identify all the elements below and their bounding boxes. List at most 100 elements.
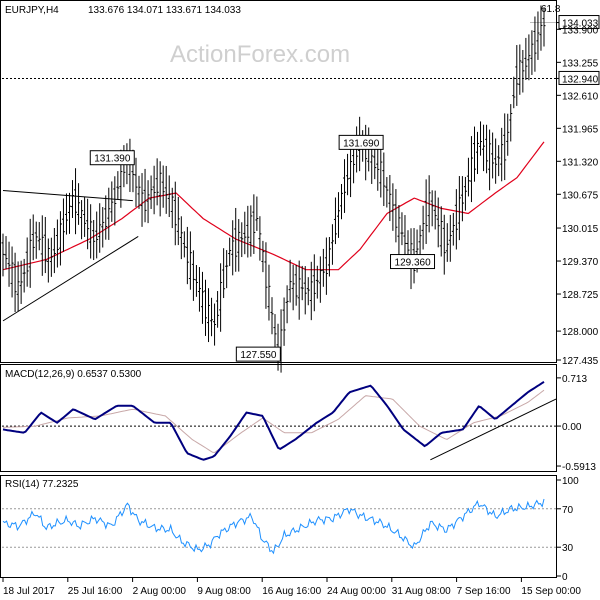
price-bar <box>267 264 271 321</box>
price-bar <box>300 265 304 301</box>
price-y-label: 127.435 <box>562 356 599 367</box>
price-bar <box>424 179 428 244</box>
price-trendline <box>2 189 133 202</box>
price-bar <box>530 30 534 75</box>
annotation-box <box>89 150 135 166</box>
price-bar <box>252 194 256 254</box>
annotation-box <box>235 346 281 362</box>
price-bar <box>107 187 111 240</box>
price-bar <box>439 206 443 257</box>
x-tick-label: 16 Aug 16:00 <box>262 586 321 597</box>
price-bar <box>58 211 62 266</box>
price-y-label-box <box>558 70 600 85</box>
price-bar <box>306 277 310 306</box>
price-bar <box>436 197 440 248</box>
price-bar <box>448 214 452 262</box>
price-bar <box>258 216 262 261</box>
rsi-series-line <box>2 498 545 555</box>
price-bar <box>137 175 141 209</box>
price-bar <box>539 5 543 51</box>
price-y-label: 134.033 <box>562 19 599 30</box>
price-bar <box>340 184 344 220</box>
price-bar <box>373 145 377 180</box>
price-bar <box>49 237 53 277</box>
price-bar <box>445 223 449 262</box>
macd-y-label: -0.5913 <box>562 462 596 473</box>
watermark: ActionForex.com <box>170 41 350 68</box>
price-bar <box>98 203 102 253</box>
price-bar <box>37 222 41 251</box>
price-bar <box>231 220 235 276</box>
price-bar <box>191 250 195 301</box>
price-bar <box>460 176 464 222</box>
price-bar <box>185 226 189 285</box>
annotation-label: 129.360 <box>395 258 432 269</box>
price-bar <box>454 189 458 250</box>
price-bar <box>207 288 211 343</box>
price-bar <box>213 303 217 346</box>
price-bar <box>494 138 498 184</box>
price-panel-frame <box>0 0 557 363</box>
rsi-y-label: 0 <box>562 572 568 583</box>
price-bar <box>86 198 90 250</box>
price-bar <box>457 176 461 241</box>
price-annotations: 131.390 131.690 129.360 127.550 <box>89 134 436 362</box>
price-bar <box>152 165 156 215</box>
macd-series-signal <box>2 389 545 453</box>
price-bar <box>64 193 68 235</box>
price-bar <box>55 219 59 268</box>
top-marker-label: 61.8 <box>541 4 561 15</box>
price-bar <box>294 264 298 306</box>
price-bar <box>52 228 56 274</box>
annotation-label: 131.690 <box>343 138 380 149</box>
price-bar <box>485 124 489 174</box>
price-bar <box>243 211 247 255</box>
price-bar <box>246 205 250 258</box>
price-bar <box>388 175 392 222</box>
rsi-y-label: 30 <box>562 543 574 554</box>
price-y-label: 131.965 <box>562 124 599 135</box>
price-bar <box>225 250 229 289</box>
price-bar <box>104 195 108 240</box>
price-bars <box>1 5 546 373</box>
price-bar <box>427 175 431 233</box>
x-axis: 18 Jul 2017 25 Jul 16:00 2 Aug 00:00 9 Aug … <box>2 578 581 597</box>
price-bar <box>391 183 395 231</box>
price-bar <box>113 176 117 226</box>
price-y-label: 132.940 <box>562 74 599 85</box>
price-bar <box>309 261 313 321</box>
price-bar <box>182 231 186 258</box>
x-tick-label: 2 Aug 00:00 <box>133 586 187 597</box>
price-bar <box>188 231 192 290</box>
price-y-label: 133.900 <box>562 25 599 36</box>
price-bar <box>146 180 150 224</box>
price-y-label: 130.015 <box>562 224 599 235</box>
price-bar <box>291 264 295 311</box>
price-bar <box>451 212 455 246</box>
price-bar <box>463 176 467 211</box>
price-bar <box>312 254 316 312</box>
x-tick-label: 18 Jul 2017 <box>3 586 55 597</box>
x-tick-label: 15 Sep 00:00 <box>521 586 581 597</box>
price-bar <box>527 34 531 81</box>
rsi-axis: 100 70 30 0 <box>2 476 579 583</box>
price-bar <box>418 225 422 258</box>
price-bar <box>228 237 232 267</box>
price-bar <box>234 207 238 272</box>
price-bar <box>297 260 301 320</box>
price-bar <box>237 219 241 272</box>
price-bar <box>500 127 504 182</box>
price-y-label: 128.000 <box>562 327 599 338</box>
price-bar <box>421 205 425 250</box>
price-bar <box>74 168 78 235</box>
price-bar <box>179 216 183 260</box>
price-bar <box>518 44 522 95</box>
price-bar <box>315 265 319 299</box>
price-y-label: 131.320 <box>562 157 599 168</box>
price-bar <box>430 190 434 227</box>
price-bar <box>28 218 32 288</box>
price-y-label: 129.370 <box>562 257 599 268</box>
price-bar <box>285 285 289 324</box>
